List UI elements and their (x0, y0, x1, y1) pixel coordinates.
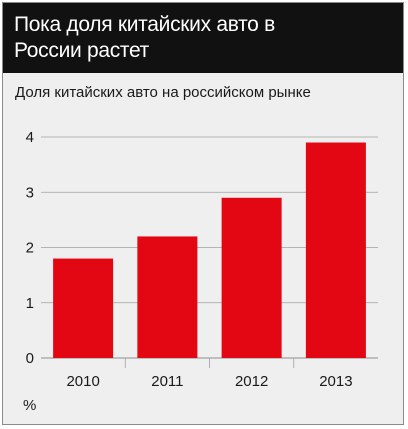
bar-2012 (221, 197, 282, 358)
bar-2010 (53, 258, 114, 358)
y-tick-label: 2 (26, 240, 34, 257)
chart-frame: Пока доля китайских авто в России растет… (2, 2, 404, 425)
y-tick-label: 0 (26, 350, 34, 367)
page-title: Пока доля китайских авто в России растет (14, 13, 275, 62)
chart-title: Доля китайских авто на российском рынке (15, 84, 311, 101)
bar-2013 (305, 142, 366, 358)
x-axis-ticks: 2010 2011 2012 2013 (66, 373, 352, 390)
x-tick-label: 2013 (319, 373, 352, 390)
y-tick-label: 4 (26, 129, 34, 146)
y-axis-unit-label: % (23, 397, 37, 414)
x-tick-label: 2011 (151, 373, 183, 390)
bar-2011 (137, 236, 198, 358)
x-tick-label: 2012 (235, 373, 268, 390)
y-axis-ticks: 0 1 2 3 4 (26, 129, 34, 367)
x-tick-label: 2010 (66, 373, 99, 390)
header-banner: Пока доля китайских авто в России растет (3, 3, 403, 73)
y-tick-label: 1 (26, 295, 34, 312)
bar-chart: 0 1 2 3 4 2010 2011 2012 2013 (26, 129, 378, 390)
bars (53, 142, 366, 358)
y-tick-label: 3 (26, 184, 34, 201)
